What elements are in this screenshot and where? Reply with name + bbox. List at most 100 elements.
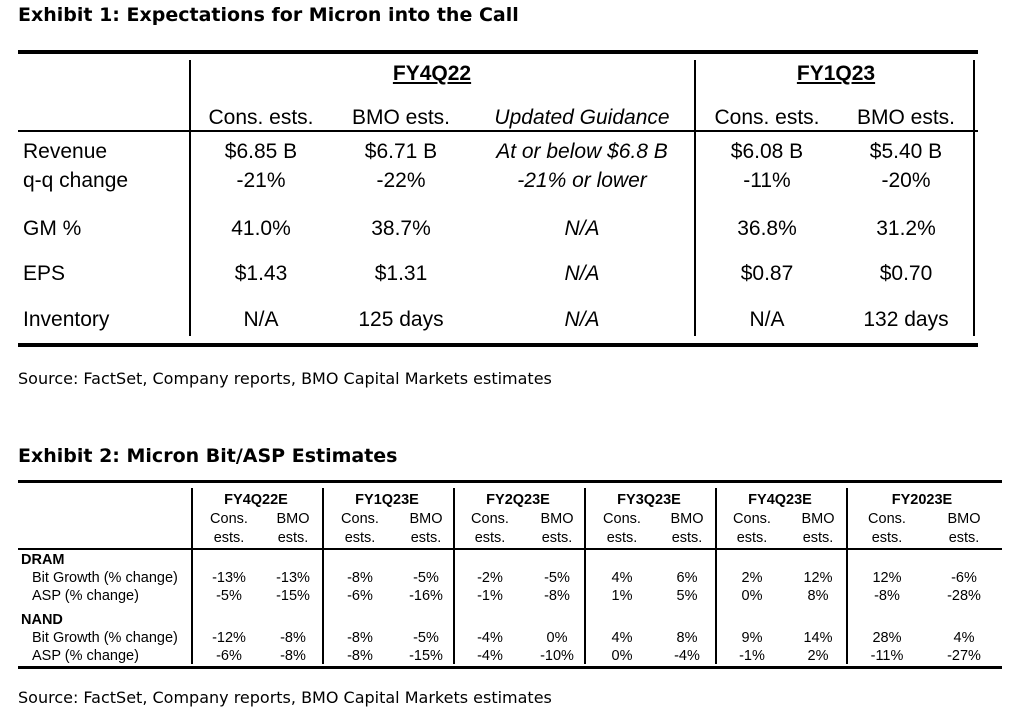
subheader: ests. — [541, 530, 573, 546]
table-cell: 6% — [676, 570, 698, 586]
row-label: Inventory — [23, 308, 110, 331]
table-cell: 2% — [741, 570, 763, 586]
exhibit2-source: Source: FactSet, Company reports, BMO Ca… — [18, 688, 552, 707]
table-cell: -8% — [280, 630, 306, 646]
table-cell: -5% — [544, 570, 570, 586]
exhibit1-title: Exhibit 1: Expectations for Micron into … — [18, 4, 519, 26]
table-cell: N/A — [564, 308, 600, 331]
column-header: BMO ests. — [856, 106, 956, 129]
table-cell: N/A — [564, 217, 600, 240]
table-top-rule — [18, 50, 978, 54]
column-header: Cons. ests. — [208, 106, 314, 129]
table-cell: -4% — [674, 648, 700, 664]
row-label: GM % — [23, 217, 82, 240]
table-cell: $6.85 B — [224, 140, 298, 163]
table-cell: -27% — [947, 648, 981, 664]
group-header: FY3Q23E — [617, 492, 681, 508]
table-cell: -6% — [347, 588, 373, 604]
exhibit1-table: FY4Q22 FY1Q23 Cons. ests. BMO ests. Upda… — [18, 50, 978, 350]
subheader: Cons. — [341, 511, 379, 527]
exhibit2-table: FY4Q22E FY1Q23E FY2Q23E FY3Q23E FY4Q23E … — [18, 480, 1002, 670]
group-header-fy1q23: FY1Q23 — [796, 62, 876, 85]
table-cell: -28% — [947, 588, 981, 604]
subheader: ests. — [802, 530, 834, 546]
table-cell: 0% — [741, 588, 763, 604]
table-cell: 38.7% — [371, 217, 431, 240]
section-label-nand: NAND — [21, 612, 63, 628]
subheader: ests. — [948, 530, 980, 546]
table-cell: -8% — [347, 630, 373, 646]
column-divider — [694, 60, 696, 336]
column-divider — [715, 488, 717, 664]
column-header: Updated Guidance — [494, 106, 670, 129]
subheader: ests. — [606, 530, 638, 546]
row-label: ASP (% change) — [32, 588, 139, 604]
table-cell: 36.8% — [737, 217, 797, 240]
table-cell: 41.0% — [231, 217, 291, 240]
group-header: FY4Q22E — [224, 492, 288, 508]
subheader: Cons. — [210, 511, 248, 527]
section-label-dram: DRAM — [21, 552, 65, 568]
table-cell: 8% — [676, 630, 698, 646]
table-cell: 12% — [803, 570, 833, 586]
subheader: ests. — [277, 530, 309, 546]
column-divider — [973, 60, 975, 336]
table-cell: -16% — [409, 588, 443, 604]
table-cell: 132 days — [863, 308, 949, 331]
table-cell: 14% — [803, 630, 833, 646]
table-cell: -5% — [413, 570, 439, 586]
table-cell: $0.87 — [740, 262, 794, 285]
table-cell: -6% — [951, 570, 977, 586]
subheader: BMO — [947, 511, 981, 527]
subheader: Cons. — [603, 511, 641, 527]
table-cell: -5% — [216, 588, 242, 604]
table-cell: -8% — [347, 648, 373, 664]
table-cell: -20% — [881, 169, 931, 192]
table-cell: -8% — [874, 588, 900, 604]
table-cell: -21% — [236, 169, 286, 192]
table-cell: -10% — [540, 648, 574, 664]
subheader: BMO — [409, 511, 443, 527]
table-cell: $6.08 B — [730, 140, 804, 163]
table-top-rule — [18, 480, 1002, 483]
header-rule — [18, 548, 1002, 550]
table-cell: 125 days — [358, 308, 444, 331]
column-divider — [322, 488, 324, 664]
row-label: EPS — [23, 262, 66, 285]
subheader: ests. — [213, 530, 245, 546]
group-header-fy4q22: FY4Q22 — [392, 62, 472, 85]
subheader: ests. — [671, 530, 703, 546]
table-cell: 12% — [872, 570, 902, 586]
subheader: ests. — [871, 530, 903, 546]
table-cell: At or below $6.8 B — [496, 140, 668, 163]
table-cell: 0% — [546, 630, 568, 646]
subheader: BMO — [670, 511, 704, 527]
table-cell: -15% — [409, 648, 443, 664]
group-header: FY2023E — [891, 492, 953, 508]
table-cell: -4% — [477, 630, 503, 646]
table-cell: -8% — [280, 648, 306, 664]
header-rule — [18, 130, 978, 132]
column-header: BMO ests. — [351, 106, 451, 129]
exhibit2-title: Exhibit 2: Micron Bit/ASP Estimates — [18, 445, 398, 467]
table-cell: -5% — [413, 630, 439, 646]
table-cell: 0% — [611, 648, 633, 664]
subheader: Cons. — [733, 511, 771, 527]
group-header: FY2Q23E — [486, 492, 550, 508]
table-cell: 1% — [611, 588, 633, 604]
column-header: Cons. ests. — [714, 106, 820, 129]
table-cell: -11% — [743, 169, 791, 192]
subheader: BMO — [276, 511, 310, 527]
group-header: FY4Q23E — [748, 492, 812, 508]
table-cell: -1% — [739, 648, 765, 664]
table-cell: 4% — [611, 630, 633, 646]
group-header: FY1Q23E — [355, 492, 419, 508]
table-cell: -21% or lower — [517, 169, 647, 192]
table-cell: $1.31 — [374, 262, 428, 285]
subheader: Cons. — [868, 511, 906, 527]
row-label: ASP (% change) — [32, 648, 139, 664]
table-cell: -11% — [870, 648, 904, 664]
column-divider — [191, 488, 193, 664]
table-cell: $5.40 B — [869, 140, 943, 163]
subheader: ests. — [410, 530, 442, 546]
